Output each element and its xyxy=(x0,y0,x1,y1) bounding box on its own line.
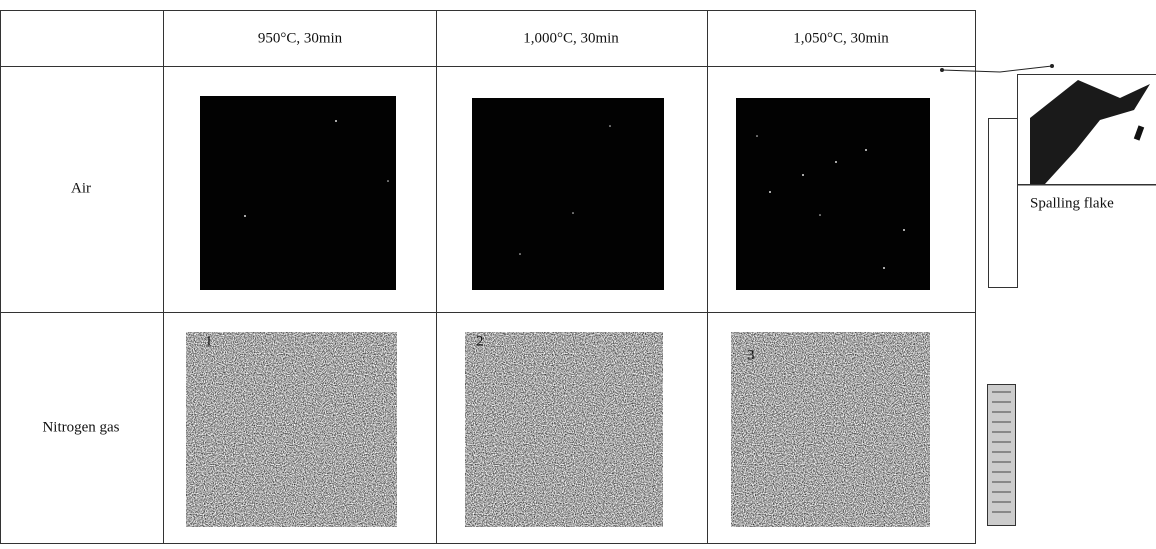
row-header: Nitrogen gas xyxy=(42,419,119,435)
sample-label: 2 xyxy=(476,333,484,349)
sample-image xyxy=(465,332,663,527)
pointer-dot xyxy=(1050,64,1054,68)
figure: 950°C, 30min 1,000°C, 30min 1,050°C, 30m… xyxy=(0,0,1156,544)
air-samples xyxy=(200,96,930,290)
column-header: 950°C, 30min xyxy=(258,30,343,46)
page: 950°C, 30min 1,000°C, 30min 1,050°C, 30m… xyxy=(0,0,1156,544)
sample-image xyxy=(472,98,664,290)
sample-image xyxy=(736,98,930,290)
column-header: 1,050°C, 30min xyxy=(793,30,889,46)
sample-image xyxy=(200,96,396,290)
row-header: Air xyxy=(71,180,91,196)
inset-label: Spalling flake xyxy=(1030,195,1114,211)
pointer-dot xyxy=(940,68,944,72)
specimen-side-view xyxy=(988,385,1016,526)
specimen-side-view xyxy=(989,119,1018,288)
sample-image xyxy=(731,332,930,527)
sample-image xyxy=(186,332,397,527)
column-header: 1,000°C, 30min xyxy=(523,30,619,46)
sample-label: 1 xyxy=(205,333,213,349)
nitrogen-samples: 1 2 3 xyxy=(186,332,930,527)
sample-label: 3 xyxy=(747,347,755,363)
